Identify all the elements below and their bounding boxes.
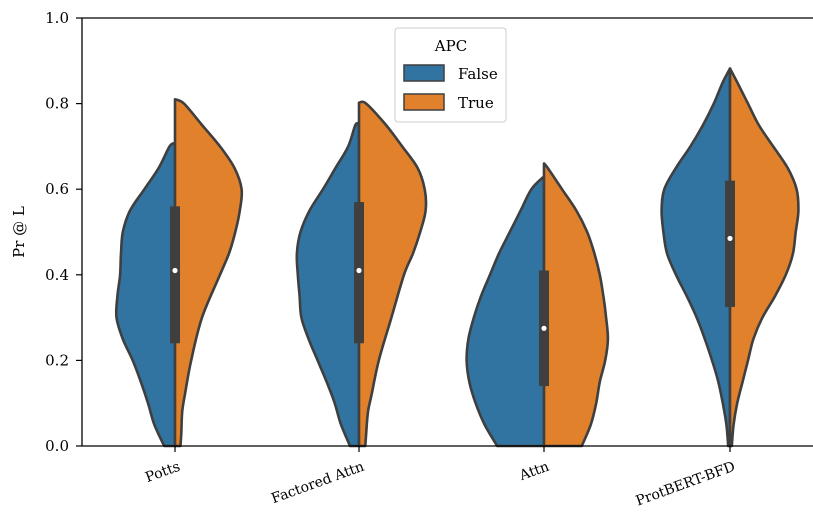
violin-true-factored-attn bbox=[357, 100, 428, 448]
violin-true-attn bbox=[542, 162, 610, 448]
legend-swatch-false bbox=[403, 64, 445, 82]
legend: APC False True bbox=[394, 27, 507, 123]
x-tick-label-protbert-bfd: ProtBERT-BFD bbox=[634, 459, 738, 510]
median-dot-attn bbox=[541, 325, 547, 331]
legend-title: APC bbox=[434, 37, 467, 55]
y-tick-label: 0.4 bbox=[45, 266, 69, 284]
median-dot-factored-attn bbox=[356, 267, 362, 274]
violin-true-potts bbox=[173, 98, 244, 448]
legend-label-false: False bbox=[458, 65, 498, 83]
x-ticks: Potts Factored Attn Attn ProtBERT-BFD bbox=[143, 446, 737, 509]
x-tick-label-factored-attn: Factored Attn bbox=[269, 459, 366, 507]
y-tick-label: 0.0 bbox=[45, 437, 69, 455]
violin-false-attn bbox=[465, 175, 546, 448]
violin-false-protbert-bfd bbox=[660, 67, 732, 448]
y-tick-label: 1.0 bbox=[45, 9, 69, 27]
legend-label-true: True bbox=[458, 94, 494, 112]
y-ticks: 0.0 0.2 0.4 0.6 0.8 1.0 bbox=[45, 9, 82, 455]
legend-swatch-true bbox=[403, 93, 445, 111]
median-dot-potts bbox=[172, 267, 178, 274]
y-tick-label: 0.6 bbox=[45, 180, 69, 198]
violin-true-protbert-bfd bbox=[728, 67, 800, 448]
y-tick-label: 0.2 bbox=[45, 351, 69, 369]
axes bbox=[81, 17, 813, 447]
y-axis-label: Pr @ L bbox=[10, 206, 28, 258]
violins-layer bbox=[114, 67, 800, 448]
y-tick-label: 0.8 bbox=[45, 95, 69, 113]
median-dot-protbert-bfd bbox=[727, 235, 733, 242]
x-tick-label-potts: Potts bbox=[143, 459, 182, 486]
iqr-box-protbert-bfd bbox=[725, 180, 735, 307]
x-tick-label-attn: Attn bbox=[517, 459, 552, 485]
violin-false-factored-attn bbox=[295, 121, 361, 448]
box-layer bbox=[170, 180, 735, 387]
violin-false-potts bbox=[114, 141, 177, 448]
iqr-box-potts bbox=[170, 206, 180, 344]
